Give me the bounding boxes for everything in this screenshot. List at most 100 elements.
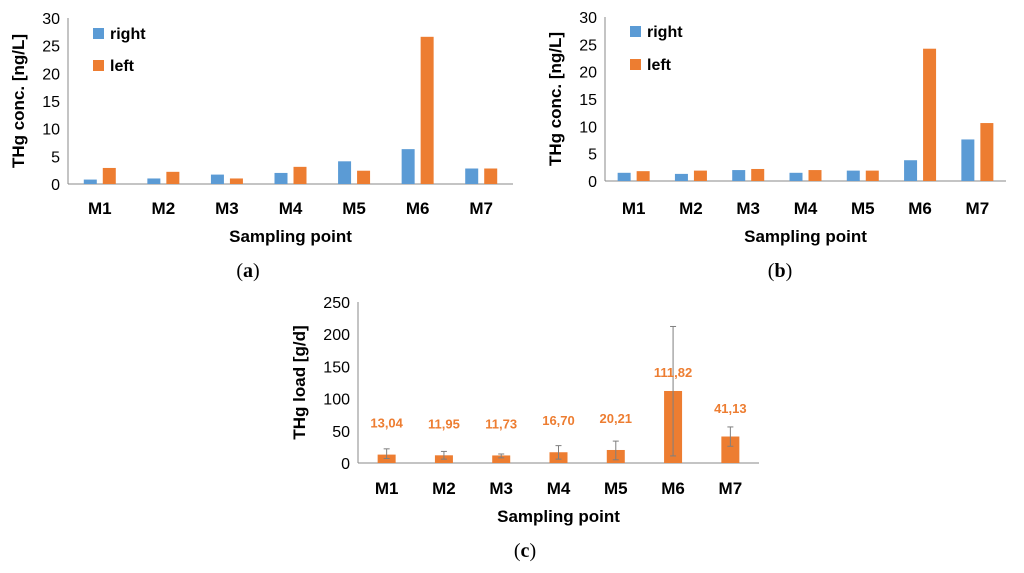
x-tick-label: M3 — [736, 199, 760, 218]
legend-label-right: right — [110, 26, 146, 43]
x-tick-label: M3 — [215, 199, 239, 218]
panel-label: (a) — [236, 260, 259, 282]
y-tick-label: 5 — [588, 147, 597, 164]
panel-label-close: ) — [786, 260, 793, 282]
legend-swatch-left — [93, 60, 104, 71]
legend-swatch-left — [630, 59, 641, 70]
x-tick-label: M4 — [279, 199, 303, 218]
data-label-M1: 13,04 — [370, 416, 403, 431]
panel-label-close: ) — [253, 260, 260, 282]
y-tick-label: 30 — [579, 10, 597, 27]
y-tick-label: 15 — [42, 94, 60, 111]
x-tick-label: M3 — [489, 479, 513, 498]
data-label-M4: 16,70 — [542, 413, 575, 428]
y-tick-label: 50 — [332, 424, 350, 441]
panel-label-close: ) — [529, 540, 536, 562]
bar-left-M2 — [693, 170, 707, 181]
x-tick-label: M1 — [622, 199, 646, 218]
bar-right-M4 — [274, 172, 288, 184]
x-axis-title: Sampling point — [229, 227, 352, 246]
bar-left-M1 — [102, 167, 116, 184]
x-tick-label: M7 — [719, 479, 743, 498]
panel-label: (c) — [514, 540, 536, 562]
bar-left-M4 — [293, 166, 307, 184]
panel-label-open: ( — [236, 260, 243, 282]
bar-left-M7 — [980, 123, 994, 181]
y-tick-label: 250 — [323, 295, 350, 312]
bar-left-M5 — [357, 170, 371, 184]
bar-load-M7 — [721, 436, 740, 463]
y-tick-label: 200 — [323, 327, 350, 344]
bar-right-M5 — [846, 170, 860, 181]
bar-left-M5 — [865, 170, 879, 181]
bar-right-M6 — [401, 149, 415, 184]
x-tick-label: M4 — [547, 479, 571, 498]
y-tick-label: 5 — [51, 149, 60, 166]
data-label-M3: 11,73 — [485, 416, 517, 431]
panel-label-open: ( — [768, 260, 775, 282]
x-tick-label: M6 — [661, 479, 685, 498]
data-label-M7: 41,13 — [714, 401, 747, 416]
y-tick-label: 10 — [42, 122, 60, 139]
legend-swatch-right — [93, 28, 104, 39]
x-tick-label: M2 — [679, 199, 703, 218]
chart-panel-c: 0 50 100 150 200 250 13,04 11,95 11,73 16,70 20,21… — [290, 295, 759, 562]
y-tick-label: 25 — [42, 39, 60, 56]
bar-left-M6 — [923, 48, 937, 181]
bar-left-M7 — [484, 168, 498, 184]
bar-right-M2 — [674, 173, 688, 181]
x-tick-label: M1 — [375, 479, 399, 498]
x-tick-label: M2 — [152, 199, 176, 218]
legend-label-left: left — [647, 57, 672, 74]
y-tick-label: 15 — [579, 92, 597, 109]
x-tick-label: M6 — [406, 199, 430, 218]
panel-label-open: ( — [514, 540, 521, 562]
x-axis-title: Sampling point — [497, 507, 620, 526]
bar-right-M5 — [338, 161, 352, 184]
panel-label-letter: a — [243, 260, 253, 282]
data-label-M5: 20,21 — [600, 411, 633, 426]
bar-right-M1 — [83, 179, 97, 184]
x-axis-title: Sampling point — [744, 227, 867, 246]
bar-right-M3 — [732, 170, 746, 181]
bar-right-M1 — [617, 172, 631, 181]
y-axis-title: THg conc. [ng/L] — [9, 34, 28, 168]
bar-right-M2 — [147, 178, 161, 184]
y-axis-title: THg conc. [ng/L] — [546, 32, 565, 166]
y-tick-label: 0 — [341, 456, 350, 473]
y-tick-label: 0 — [51, 177, 60, 194]
data-label-M2: 11,95 — [428, 416, 460, 431]
y-tick-label: 100 — [323, 392, 350, 409]
y-tick-label: 20 — [42, 66, 60, 83]
chart-panel-a: 0 5 10 15 20 25 30 M1 M2 M3 M4 M5 M6 M7 Sampling point… — [9, 11, 513, 282]
legend-swatch-right — [630, 26, 641, 37]
y-axis-title: THg load [g/d] — [290, 325, 309, 439]
x-tick-label: M4 — [794, 199, 818, 218]
chart-panel-b: 0 5 10 15 20 25 30 M1 M2 M3 M4 M5 M6 M7 Sampling point… — [546, 10, 1006, 282]
y-tick-label: 150 — [323, 359, 350, 376]
bar-right-M3 — [210, 174, 224, 184]
panel-label-letter: c — [521, 540, 530, 562]
x-tick-label: M5 — [604, 479, 628, 498]
x-tick-label: M7 — [966, 199, 990, 218]
bar-left-M4 — [808, 170, 822, 181]
y-tick-label: 10 — [579, 119, 597, 136]
legend-label-left: left — [110, 58, 135, 75]
y-tick-label: 20 — [579, 65, 597, 82]
bar-left-M6 — [420, 36, 434, 185]
legend-label-right: right — [647, 24, 683, 41]
y-tick-label: 0 — [588, 174, 597, 191]
data-label-M6: 111,82 — [654, 365, 692, 380]
panel-label: (b) — [768, 260, 792, 282]
bar-right-M7 — [465, 168, 479, 184]
bar-left-M2 — [166, 171, 180, 184]
bar-right-M4 — [789, 172, 803, 181]
bar-left-M3 — [751, 168, 765, 181]
bar-right-M6 — [904, 160, 918, 181]
bar-left-M1 — [636, 171, 650, 181]
panel-label-letter: b — [774, 260, 785, 282]
x-tick-label: M2 — [432, 479, 456, 498]
x-tick-label: M5 — [342, 199, 366, 218]
y-tick-label: 25 — [579, 37, 597, 54]
